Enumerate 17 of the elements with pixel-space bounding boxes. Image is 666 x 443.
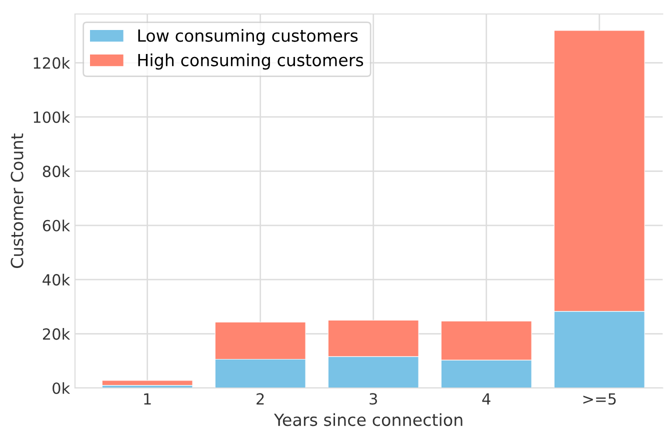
y-tick-label: 100k [34,111,70,124]
x-tick-label: 3 [370,393,377,405]
bar [102,380,193,386]
y-tick-label: 80k [42,165,70,178]
y-tick-label: 0k [52,382,70,394]
legend-label: High consuming customers [138,53,364,70]
y-tick-label: 60k [42,220,70,232]
x-axis-title: Years since connection [274,413,462,426]
y-tick-label: 120k [34,56,70,69]
y-axis-title: Customer Count [10,134,24,268]
x-tick-label: >=5 [583,393,616,405]
y-tick-label: 40k [42,274,70,286]
legend-label: Low consuming customers [138,29,358,46]
x-tick-label: 4 [482,393,490,404]
x-tick-label: 1 [144,393,151,404]
y-tick-label: 20k [42,328,70,340]
x-tick-label: 2 [256,393,264,404]
